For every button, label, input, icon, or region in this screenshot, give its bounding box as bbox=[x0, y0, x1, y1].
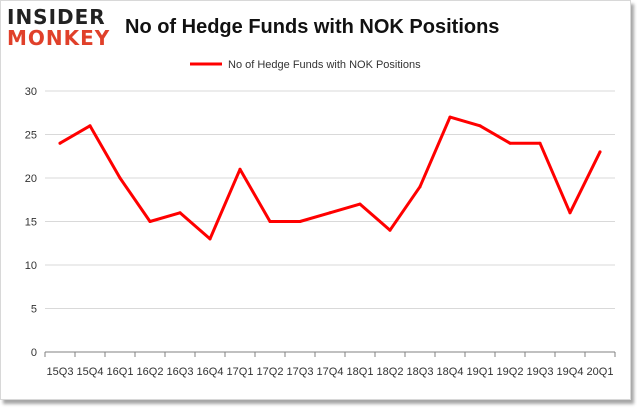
y-tick-label: 25 bbox=[25, 130, 37, 142]
x-tick-labels: 15Q3 15Q4 16Q1 16Q2 16Q3 16Q4 17Q1 17Q2 17Q3 17Q4… bbox=[47, 366, 614, 378]
x-tick-label: 16Q2 bbox=[137, 366, 164, 378]
x-tick-label: 19Q3 bbox=[527, 366, 554, 378]
y-tick-label: 0 bbox=[31, 347, 37, 359]
x-tick-label: 17Q3 bbox=[287, 366, 314, 378]
y-tick-labels: 0 5 10 15 20 25 30 bbox=[25, 86, 37, 359]
data-point bbox=[208, 237, 212, 241]
x-tick-label: 17Q2 bbox=[257, 366, 284, 378]
data-point bbox=[148, 220, 152, 223]
data-point bbox=[448, 115, 452, 119]
data-point bbox=[58, 141, 62, 145]
chart-frame: INSIDER MONKEY No of Hedge Funds with NO… bbox=[0, 0, 631, 400]
data-point bbox=[238, 167, 242, 171]
x-tick-label: 18Q1 bbox=[347, 366, 374, 378]
x-tick-label: 17Q4 bbox=[317, 366, 344, 378]
y-tick-label: 20 bbox=[25, 173, 37, 185]
insider-monkey-logo: INSIDER MONKEY bbox=[7, 7, 117, 48]
data-point bbox=[388, 228, 392, 232]
data-point bbox=[508, 141, 512, 145]
x-tick-label: 17Q1 bbox=[227, 366, 254, 378]
data-point bbox=[358, 202, 362, 206]
x-tick-label: 18Q3 bbox=[407, 366, 434, 378]
data-point bbox=[538, 141, 542, 145]
data-point bbox=[418, 185, 422, 189]
data-point bbox=[478, 124, 482, 128]
logo-line-insider: INSIDER bbox=[7, 5, 106, 29]
x-tick-label: 16Q3 bbox=[167, 366, 194, 378]
data-point bbox=[268, 220, 272, 223]
gridlines bbox=[45, 90, 615, 309]
x-tick-label: 19Q1 bbox=[467, 366, 494, 378]
logo-line-monkey: MONKEY bbox=[7, 26, 111, 50]
x-tick-label: 19Q4 bbox=[557, 366, 584, 378]
y-tick-label: 10 bbox=[25, 260, 37, 272]
x-tick-label: 18Q2 bbox=[377, 366, 404, 378]
data-point bbox=[598, 150, 602, 154]
data-point bbox=[568, 211, 572, 215]
x-tick-label: 20Q1 bbox=[587, 366, 614, 378]
x-tick-label: 15Q3 bbox=[47, 366, 74, 378]
legend-label: No of Hedge Funds with NOK Positions bbox=[228, 59, 421, 71]
x-tick-label: 18Q4 bbox=[437, 366, 464, 378]
data-point bbox=[178, 211, 182, 215]
x-tick-label: 15Q4 bbox=[77, 366, 104, 378]
data-point bbox=[328, 211, 332, 215]
y-tick-label: 5 bbox=[31, 304, 37, 316]
legend: No of Hedge Funds with NOK Positions bbox=[190, 59, 421, 71]
series-lines bbox=[58, 115, 602, 241]
x-tick-label: 16Q4 bbox=[197, 366, 224, 378]
data-point bbox=[88, 124, 92, 128]
chart-title: No of Hedge Funds with NOK Positions bbox=[125, 16, 500, 38]
x-tick-label: 19Q2 bbox=[497, 366, 524, 378]
data-point bbox=[118, 176, 122, 180]
y-tick-label: 30 bbox=[25, 86, 37, 98]
y-tick-label: 15 bbox=[25, 217, 37, 229]
data-point bbox=[298, 220, 302, 223]
x-tick-label: 16Q1 bbox=[107, 366, 134, 378]
axes bbox=[44, 351, 616, 357]
